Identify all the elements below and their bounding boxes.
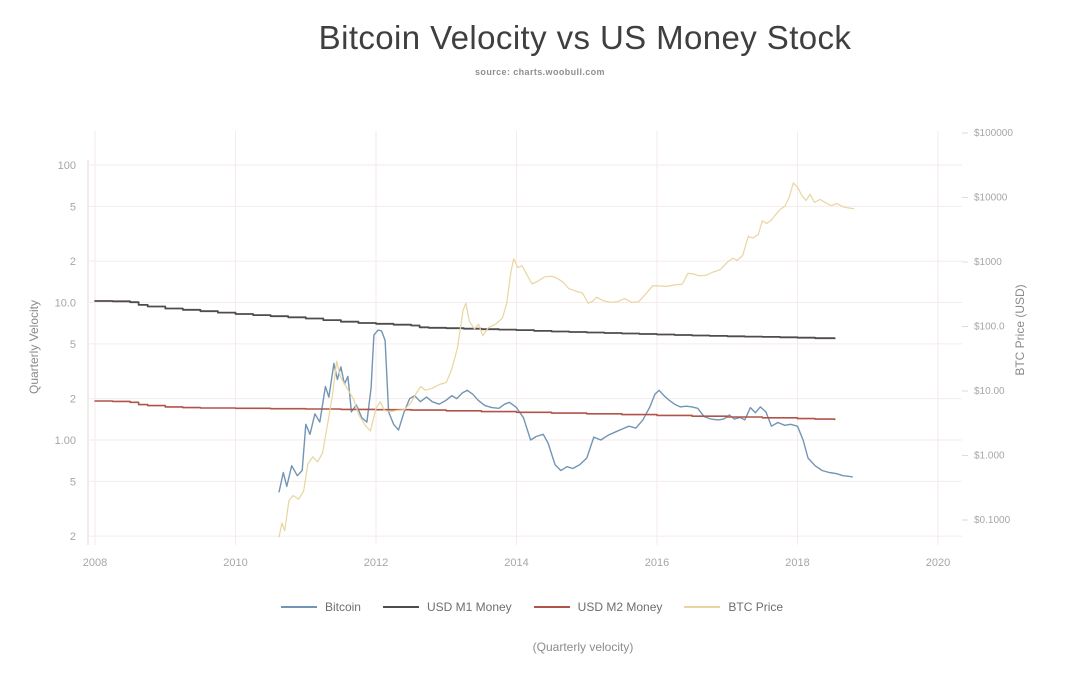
series-line-bitcoin [278,329,853,493]
x-axis-tick-label: 2018 [785,557,809,569]
page-title: Bitcoin Velocity vs US Money Stock [318,19,852,56]
legend-label: BTC Price [728,600,784,614]
series-line-usd-m1 [94,300,836,340]
x-axis-tick-label: 2014 [504,557,528,569]
y-left-tick-label: 2 [70,531,76,543]
legend-item-btc-price: BTC Price [684,600,783,614]
legend-label: Bitcoin [324,600,361,614]
y-left-tick-label: 1.00 [55,435,76,447]
legend-label: USD M2 Money [577,600,663,614]
y-left-tick-label: 5 [70,339,76,351]
legend-item-usd-m2: USD M2 Money [533,600,663,614]
y-right-tick-label: $10.00 [974,386,1005,397]
usd-m2-line-swatch-icon [533,606,570,608]
y-axis-right-title: BTC Price (USD) [1013,284,1027,375]
y-right-tick-label: $10000 [974,193,1008,204]
bitcoin-line-swatch-icon [280,606,317,608]
y-right-tick-label: $1000 [974,257,1002,268]
y-right-tick-label: $1.000 [974,451,1005,462]
legend-item-usd-m1: USD M1 Money [382,600,512,614]
x-axis-tick-label: 2012 [364,557,388,569]
y-left-tick-label: 10.0 [55,298,76,310]
series-line-usd-m2 [94,400,836,421]
x-axis-tick-label: 2010 [223,557,247,569]
x-axis-tick-label: 2016 [645,557,669,569]
y-left-tick-label: 5 [70,201,76,213]
x-axis-tick-label: 2020 [926,557,950,569]
y-right-tick-label: $0.1000 [974,515,1011,526]
y-right-tick-label: $100000 [974,128,1013,139]
btc-price-line-swatch-icon [684,606,721,608]
chart-caption: (Quarterly velocity) [532,640,634,654]
y-right-tick-label: $100.0 [974,322,1005,333]
y-left-tick-label: 5 [70,476,76,488]
y-left-tick-label: 2 [70,256,76,268]
source-attribution: source: charts.woobull.com [475,67,605,77]
y-left-tick-label: 2 [70,394,76,406]
y-axis-left-title: Quarterly Velocity [27,300,41,394]
legend-item-bitcoin: Bitcoin [280,600,361,614]
legend-label: USD M1 Money [426,600,512,614]
chart-legend: Bitcoin USD M1 Money USD M2 Money BTC Pr… [0,600,1072,614]
usd-m1-line-swatch-icon [382,606,419,608]
x-axis-tick-label: 2008 [83,557,107,569]
y-left-tick-label: 100 [58,160,76,172]
series-line-btc-price [278,182,855,538]
